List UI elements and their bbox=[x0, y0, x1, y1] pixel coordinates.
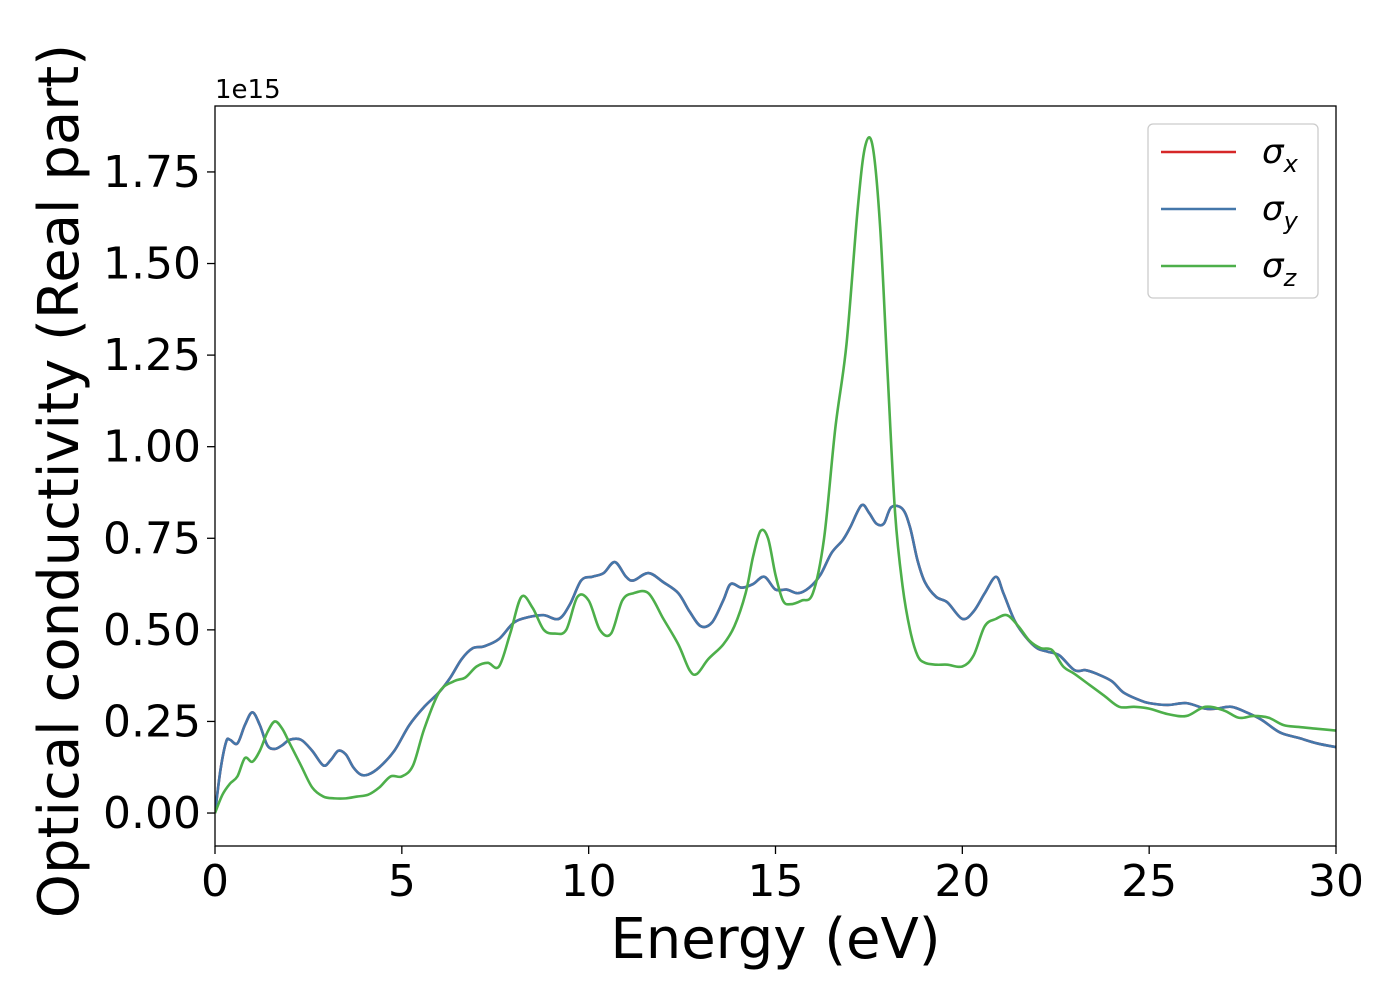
y-tick-label: 0.75 bbox=[103, 513, 201, 564]
y-tick-label: 1.25 bbox=[103, 330, 201, 381]
legend-box bbox=[1147, 123, 1319, 299]
legend: σx σy σz bbox=[1147, 123, 1319, 299]
legend-entry-z: σz bbox=[1262, 246, 1298, 292]
x-tick-label: 0 bbox=[201, 856, 229, 907]
y-tick-label: 0.50 bbox=[103, 605, 201, 656]
series-line-x bbox=[215, 503, 1336, 814]
y-axis-label: Optical conductivity (Real part) bbox=[27, 44, 92, 918]
x-axis-label: Energy (eV) bbox=[610, 907, 940, 972]
x-tick-label: 15 bbox=[748, 856, 804, 907]
x-tick-label: 5 bbox=[388, 856, 416, 907]
series-layer bbox=[215, 136, 1336, 814]
legend-entry-x: σx bbox=[1262, 132, 1299, 178]
series-line-z bbox=[215, 136, 1336, 814]
y-tick-label: 0.25 bbox=[103, 696, 201, 747]
y-axis: 0.00 0.25 0.50 0.75 1.00 1.25 1.50 1.75 bbox=[103, 147, 215, 839]
series-line-y bbox=[215, 503, 1336, 814]
y-tick-label: 1.00 bbox=[103, 422, 201, 473]
x-tick-label: 10 bbox=[561, 856, 617, 907]
x-tick-label: 25 bbox=[1121, 856, 1177, 907]
y-tick-label: 1.75 bbox=[103, 147, 201, 198]
y-tick-label: 0.00 bbox=[103, 788, 201, 839]
legend-entry-y: σy bbox=[1262, 189, 1299, 235]
y-tick-label: 1.50 bbox=[103, 239, 201, 290]
y-offset-label: 1e15 bbox=[215, 75, 281, 105]
x-tick-label: 30 bbox=[1308, 856, 1364, 907]
x-tick-label: 20 bbox=[934, 856, 990, 907]
x-axis: 0 5 10 15 20 25 30 bbox=[201, 846, 1364, 907]
